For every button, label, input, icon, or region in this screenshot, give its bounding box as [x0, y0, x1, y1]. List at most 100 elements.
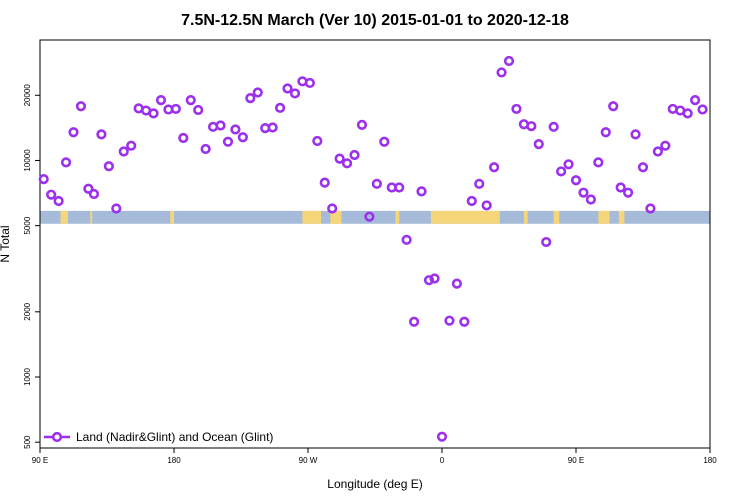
- data-point: [630, 129, 641, 140]
- data-point: [466, 195, 477, 207]
- y-tick-label: 10000: [23, 149, 32, 172]
- data-point: [408, 316, 420, 327]
- data-point: [511, 103, 522, 115]
- data-point: [690, 94, 701, 106]
- data-point: [401, 234, 412, 245]
- data-point: [356, 119, 368, 130]
- data-point: [697, 104, 708, 115]
- data-point: [682, 108, 693, 119]
- plot-frame: [39, 39, 711, 449]
- land-segment: [170, 210, 174, 224]
- x-tick-label: 180: [167, 456, 181, 465]
- y-tick-label: 2000: [23, 302, 32, 320]
- land-ocean-band: [40, 210, 710, 224]
- data-point: [38, 174, 49, 185]
- data-point: [267, 122, 278, 133]
- land-segment: [598, 210, 610, 224]
- data-point: [533, 139, 544, 150]
- data-point: [608, 101, 619, 112]
- data-point: [68, 127, 79, 138]
- data-point: [474, 178, 485, 189]
- data-point: [304, 77, 315, 89]
- data-point: [364, 211, 375, 222]
- data-point: [660, 140, 671, 151]
- y-axis-label: N Total: [0, 225, 12, 262]
- land-segment: [523, 210, 528, 224]
- data-point: [423, 275, 435, 286]
- data-point: [103, 161, 114, 172]
- data-point: [75, 101, 87, 112]
- data-point: [556, 166, 567, 177]
- data-points: [38, 55, 708, 442]
- data-point: [600, 127, 611, 138]
- data-point: [585, 194, 596, 205]
- data-point: [548, 121, 559, 132]
- data-point: [593, 157, 604, 168]
- legend: Land (Nadir&Glint) and Ocean (Glint): [44, 430, 273, 444]
- chart-title: 7.5N-12.5N March (Ver 10) 2015-01-01 to …: [181, 12, 569, 29]
- data-point: [178, 132, 189, 144]
- data-point: [237, 132, 248, 143]
- y-axis: 500 1000 2000 5000 10000 20000: [23, 84, 40, 449]
- ocean-band: [40, 210, 710, 224]
- land-segment: [618, 210, 625, 224]
- x-tick-label: 90 E: [32, 456, 48, 465]
- data-point: [83, 183, 94, 194]
- data-point: [282, 83, 293, 94]
- data-point: [88, 188, 100, 200]
- data-point: [312, 135, 323, 147]
- data-point: [444, 315, 455, 326]
- data-point: [155, 94, 167, 106]
- data-point: [394, 182, 405, 193]
- legend-entry: Land (Nadir&Glint) and Ocean (Glint): [76, 430, 273, 444]
- data-point: [541, 236, 552, 248]
- data-point: [451, 278, 462, 289]
- land-segment: [395, 210, 400, 224]
- land-segment: [430, 210, 500, 224]
- data-point: [274, 102, 286, 113]
- x-tick-label: 180: [703, 456, 717, 465]
- data-point: [118, 146, 129, 157]
- data-point: [252, 87, 263, 98]
- legend-marker: [51, 431, 63, 443]
- data-point: [230, 124, 241, 135]
- y-tick-label: 20000: [23, 84, 32, 107]
- data-point: [215, 120, 226, 131]
- data-point: [570, 175, 582, 186]
- data-point: [459, 316, 470, 327]
- data-point: [416, 186, 427, 197]
- data-point: [60, 157, 72, 168]
- data-point: [193, 104, 204, 116]
- y-tick-label: 5000: [23, 216, 32, 234]
- data-point: [170, 103, 181, 115]
- data-point: [148, 108, 159, 119]
- data-point: [349, 149, 360, 161]
- data-point: [46, 189, 57, 200]
- data-point: [496, 67, 507, 78]
- data-point: [429, 273, 440, 284]
- x-tick-label: 90 E: [568, 456, 584, 465]
- data-point: [327, 203, 338, 214]
- data-point: [481, 200, 492, 211]
- land-segment: [330, 210, 342, 224]
- data-point: [436, 431, 448, 442]
- data-point: [652, 146, 663, 157]
- land-segment: [302, 210, 322, 224]
- data-point: [645, 203, 656, 214]
- y-tick-label: 500: [23, 435, 32, 449]
- data-point: [200, 143, 211, 155]
- data-point: [341, 158, 353, 169]
- land-segment: [553, 210, 560, 224]
- data-point: [578, 187, 589, 198]
- land-segment: [90, 210, 93, 224]
- data-point: [96, 129, 107, 140]
- x-axis-label: Longitude (deg E): [327, 477, 422, 491]
- data-point: [503, 55, 515, 67]
- data-point: [245, 93, 256, 104]
- data-point: [371, 178, 382, 189]
- data-point: [379, 136, 390, 147]
- data-point: [526, 121, 537, 132]
- land-segment: [60, 210, 68, 224]
- data-point: [489, 162, 500, 173]
